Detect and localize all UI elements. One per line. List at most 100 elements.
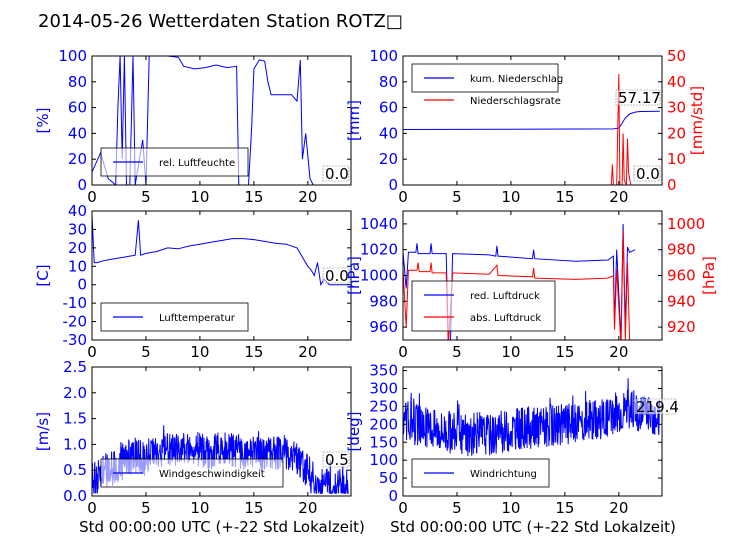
y-tick-label-precip-3: 60	[379, 99, 398, 117]
y-tick-label-wind-dir-2: 100	[369, 451, 398, 469]
y-tick-label-pressure-2: 1000	[360, 267, 398, 285]
panel-precip: 0 5 10 15 20 0 20 40 60 80 100 0 10 20 30 40 50 [mm] [mm/s…	[345, 47, 706, 206]
y2-axis-label-pressure: [hPa]	[700, 256, 718, 295]
x-tick-label-wind-speed-3: 15	[244, 499, 263, 517]
x-tick-label-humidity-1: 5	[141, 188, 151, 206]
x-tick-label-temperature-4: 20	[298, 343, 317, 361]
x-tick-label-humidity-3: 15	[244, 188, 263, 206]
x-tick-label-wind-speed-4: 20	[298, 499, 317, 517]
y-tick-label-temperature-6: 30	[68, 220, 87, 238]
y-tick-label-temperature-5: 20	[68, 239, 87, 257]
series-group-temperature	[92, 214, 349, 287]
x-tick-label-precip-2: 10	[501, 188, 520, 206]
y-tick-label-precip-0: 0	[388, 176, 398, 194]
y-tick-label-humidity-2: 40	[68, 124, 87, 142]
legend-label-humidity-0: rel. Luftfeuchte	[159, 158, 235, 169]
series-line-pressure-0	[403, 223, 636, 340]
x-tick-label-wind-dir-0: 0	[398, 499, 408, 517]
y-tick-label-wind-dir-4: 200	[369, 415, 398, 433]
legend-label-precip-1: Niederschlagsrate	[470, 96, 561, 107]
y-tick-label-precip-2: 40	[379, 124, 398, 142]
plot-frame-wind-dir	[402, 366, 663, 497]
y-tick-label-wind-speed-0: 0.0	[63, 487, 87, 505]
y-tick-label-pressure-4: 1040	[360, 215, 398, 233]
x-tick-label-pressure-3: 15	[555, 343, 574, 361]
x-tick-label-pressure-4: 20	[609, 343, 628, 361]
x-tick-label-pressure-0: 0	[398, 343, 408, 361]
panel-pressure: 0 5 10 15 20 960 980 1000 1020 1040 920 940 960 980 10…	[345, 210, 718, 361]
x-tick-label-temperature-0: 0	[87, 343, 97, 361]
x-tick-label-wind-speed-1: 5	[141, 499, 151, 517]
y2-tick-label-pressure-1: 940	[667, 292, 696, 310]
x-tick-label-precip-0: 0	[398, 188, 408, 206]
y-axis-label-pressure: [hPa]	[345, 256, 363, 295]
y2-tick-label-precip-5: 50	[667, 47, 686, 65]
legend-label-pressure-0: red. Luftdruck	[470, 291, 540, 302]
series-line-precip-0	[403, 110, 660, 130]
y2-tick-label-pressure-3: 980	[667, 241, 696, 259]
legend-label-wind-dir-0: Windrichtung	[470, 469, 537, 480]
x-tick-label-wind-dir-3: 15	[555, 499, 574, 517]
y-tick-label-temperature-2: -10	[63, 294, 88, 312]
plot-frame-humidity	[91, 55, 352, 186]
y-tick-label-humidity-5: 100	[58, 47, 87, 65]
legend-box-pressure	[411, 280, 556, 332]
x-tick-label-wind-dir-4: 20	[609, 499, 628, 517]
y-tick-label-humidity-1: 20	[68, 150, 87, 168]
y-tick-label-humidity-4: 80	[68, 73, 87, 91]
x-tick-label-temperature-3: 15	[244, 343, 263, 361]
y-tick-label-precip-4: 80	[379, 73, 398, 91]
panel-wind-speed: 0 5 10 15 20 0.0 0.5 1.0 1.5 2.0 2.5 [m/s] Windgesch…	[34, 358, 352, 517]
plot-frame-precip	[402, 55, 663, 186]
value-box-precip	[615, 89, 661, 106]
y-axis-label-humidity: [%]	[34, 108, 52, 134]
x-tick-label-wind-speed-0: 0	[87, 499, 97, 517]
legend-label-wind-speed-0: Windgeschwindigkeit	[159, 469, 265, 480]
panel-wind-dir: 0 5 10 15 20050100150200250300350[deg]Windri…	[345, 362, 679, 517]
value-annotation-wind-dir: 219.4	[636, 398, 679, 416]
x-tick-label-precip-4: 20	[609, 188, 628, 206]
y-tick-label-humidity-3: 60	[68, 99, 87, 117]
x-tick-label-precip-3: 15	[555, 188, 574, 206]
y-axis-label-wind-speed: [m/s]	[34, 412, 52, 451]
series-group-pressure	[403, 223, 636, 340]
series-line-humidity-0	[92, 56, 349, 185]
x-tick-label-pressure-1: 5	[452, 343, 462, 361]
y2-tick-label-pressure-0: 920	[667, 318, 696, 336]
panel-humidity: 0 5 10 15 20 0 20 40 60 80 100 [%] rel. Luftfeuchte 0…	[34, 47, 352, 206]
y-axis-label-wind-dir: [deg]	[345, 412, 363, 452]
y2-tick-label-precip-2: 20	[667, 124, 686, 142]
value-box-2-precip	[633, 165, 661, 182]
value-annotation-humidity: 0.0	[325, 165, 349, 183]
figure-title: 2014-05-26 Wetterdaten Station ROTZ□	[38, 11, 403, 32]
panel-temperature: 0 5 10 15 20-30-20-10010203040[C]Lufttempera…	[34, 202, 352, 361]
y2-tick-label-precip-1: 10	[667, 150, 686, 168]
y-tick-label-pressure-0: 960	[369, 318, 398, 336]
value-box-temperature	[322, 267, 350, 284]
y-tick-label-wind-dir-3: 150	[369, 433, 398, 451]
y-tick-label-wind-speed-1: 0.5	[63, 461, 87, 479]
x-tick-label-pressure-2: 10	[501, 343, 520, 361]
plot-frame-temperature	[91, 210, 352, 341]
value-annotation-2-precip: 0.0	[636, 165, 660, 183]
y-tick-label-wind-dir-0: 0	[388, 487, 398, 505]
series-line-precip-1	[403, 74, 660, 185]
y-tick-label-pressure-3: 1020	[360, 241, 398, 259]
x-tick-label-temperature-1: 5	[141, 343, 151, 361]
value-annotation-wind-speed: 0.5	[325, 451, 349, 469]
x-tick-label-wind-speed-2: 10	[190, 499, 209, 517]
y-tick-label-humidity-0: 0	[77, 176, 87, 194]
y-tick-label-wind-dir-1: 50	[379, 469, 398, 487]
series-group-precip	[403, 74, 660, 185]
value-box-wind-dir	[633, 398, 677, 415]
value-box-wind-speed	[322, 451, 350, 468]
x-tick-label-precip-1: 5	[452, 188, 462, 206]
value-annotation-temperature: 0.0	[325, 267, 349, 285]
series-line-pressure-1	[403, 230, 631, 340]
value-annotation-precip: 57.17	[618, 89, 661, 107]
y2-tick-label-precip-3: 30	[667, 99, 686, 117]
y-tick-label-temperature-0: -30	[63, 331, 88, 349]
y-tick-label-wind-speed-2: 1.0	[63, 435, 87, 453]
